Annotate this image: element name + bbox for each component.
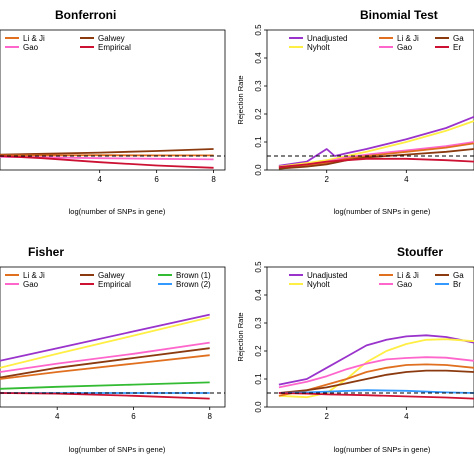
y-axis-label: Rejection Rate [236, 75, 245, 124]
legend-label: Empirical [98, 280, 131, 289]
legend-label: Li & Ji [397, 271, 419, 280]
y-tick-label: 0.0 [254, 401, 263, 413]
legend-label: Nyholt [307, 280, 330, 289]
panel-0: Bonferroni 4 6 8 log(number of SNPs in gene)… [0, 8, 225, 216]
legend-label: Galwey [98, 34, 125, 43]
panel-title: Stouffer [397, 245, 443, 259]
panel-2: Fisher 4 6 8 log(number of SNPs in gene) Li &… [0, 245, 225, 454]
series-line-unadjusted [0, 315, 210, 361]
panel-1: Binomial Test 2 4 0.0 0.1 0.2 0.3 0.4 0.5 log(num… [236, 8, 474, 216]
y-tick-label: 0.3 [254, 317, 263, 329]
x-tick-label: 8 [208, 412, 213, 421]
x-axis-label: log(number of SNPs in gene) [334, 207, 431, 216]
x-tick-label: 6 [154, 175, 159, 184]
x-tick-label: 4 [97, 175, 102, 184]
y-tick-label: 0.4 [254, 289, 263, 301]
legend-label: Er [453, 43, 461, 52]
legend-label: Unadjusted [307, 271, 347, 280]
legend-label: Gao [23, 280, 39, 289]
legend-label: Ga [453, 271, 464, 280]
legend-label: Li & Ji [397, 34, 419, 43]
legend-label: Empirical [98, 43, 131, 52]
panel-title: Bonferroni [55, 8, 116, 22]
legend-label: Br [453, 280, 461, 289]
series-line-galwey [0, 149, 214, 155]
y-tick-label: 0.2 [254, 108, 263, 120]
y-tick-label: 0.3 [254, 80, 263, 92]
y-tick-label: 0.1 [254, 136, 263, 148]
legend-label: Brown (2) [176, 280, 211, 289]
series-line-gao [279, 357, 474, 387]
x-tick-label: 2 [324, 175, 329, 184]
y-tick-label: 0.5 [254, 24, 263, 36]
legend-label: Li & Ji [23, 271, 45, 280]
panel-3: Stouffer 2 4 0.0 0.1 0.2 0.3 0.4 0.5 log(number o… [236, 245, 474, 454]
series-line-nyholt [279, 339, 474, 397]
x-axis-label: log(number of SNPs in gene) [69, 207, 166, 216]
legend-label: Li & Ji [23, 34, 45, 43]
series-line-brown-1- [0, 382, 210, 388]
x-tick-label: 4 [55, 412, 60, 421]
panel-title: Fisher [28, 245, 64, 259]
x-axis-label: log(number of SNPs in gene) [334, 445, 431, 454]
legend-label: Gao [397, 280, 413, 289]
y-tick-label: 0.4 [254, 52, 263, 64]
legend-label: Galwey [98, 271, 125, 280]
x-tick-label: 6 [131, 412, 136, 421]
panel-title: Binomial Test [360, 8, 438, 22]
legend-label: Unadjusted [307, 34, 347, 43]
y-axis-label: Rejection Rate [236, 312, 245, 361]
series-line-nyholt [0, 317, 210, 367]
y-tick-label: 0.1 [254, 373, 263, 385]
y-tick-label: 0.0 [254, 164, 263, 176]
x-tick-label: 8 [211, 175, 216, 184]
x-tick-label: 4 [404, 412, 409, 421]
y-tick-label: 0.5 [254, 261, 263, 273]
plot-frame [267, 30, 474, 170]
legend-label: Gao [397, 43, 413, 52]
legend-label: Gao [23, 43, 39, 52]
y-tick-label: 0.2 [254, 345, 263, 357]
legend-label: Ga [453, 34, 464, 43]
legend-label: Brown (1) [176, 271, 211, 280]
x-tick-label: 4 [404, 175, 409, 184]
legend-label: Nyholt [307, 43, 330, 52]
series-line-galwey [0, 348, 210, 377]
x-tick-label: 2 [324, 412, 329, 421]
x-axis-label: log(number of SNPs in gene) [69, 445, 166, 454]
